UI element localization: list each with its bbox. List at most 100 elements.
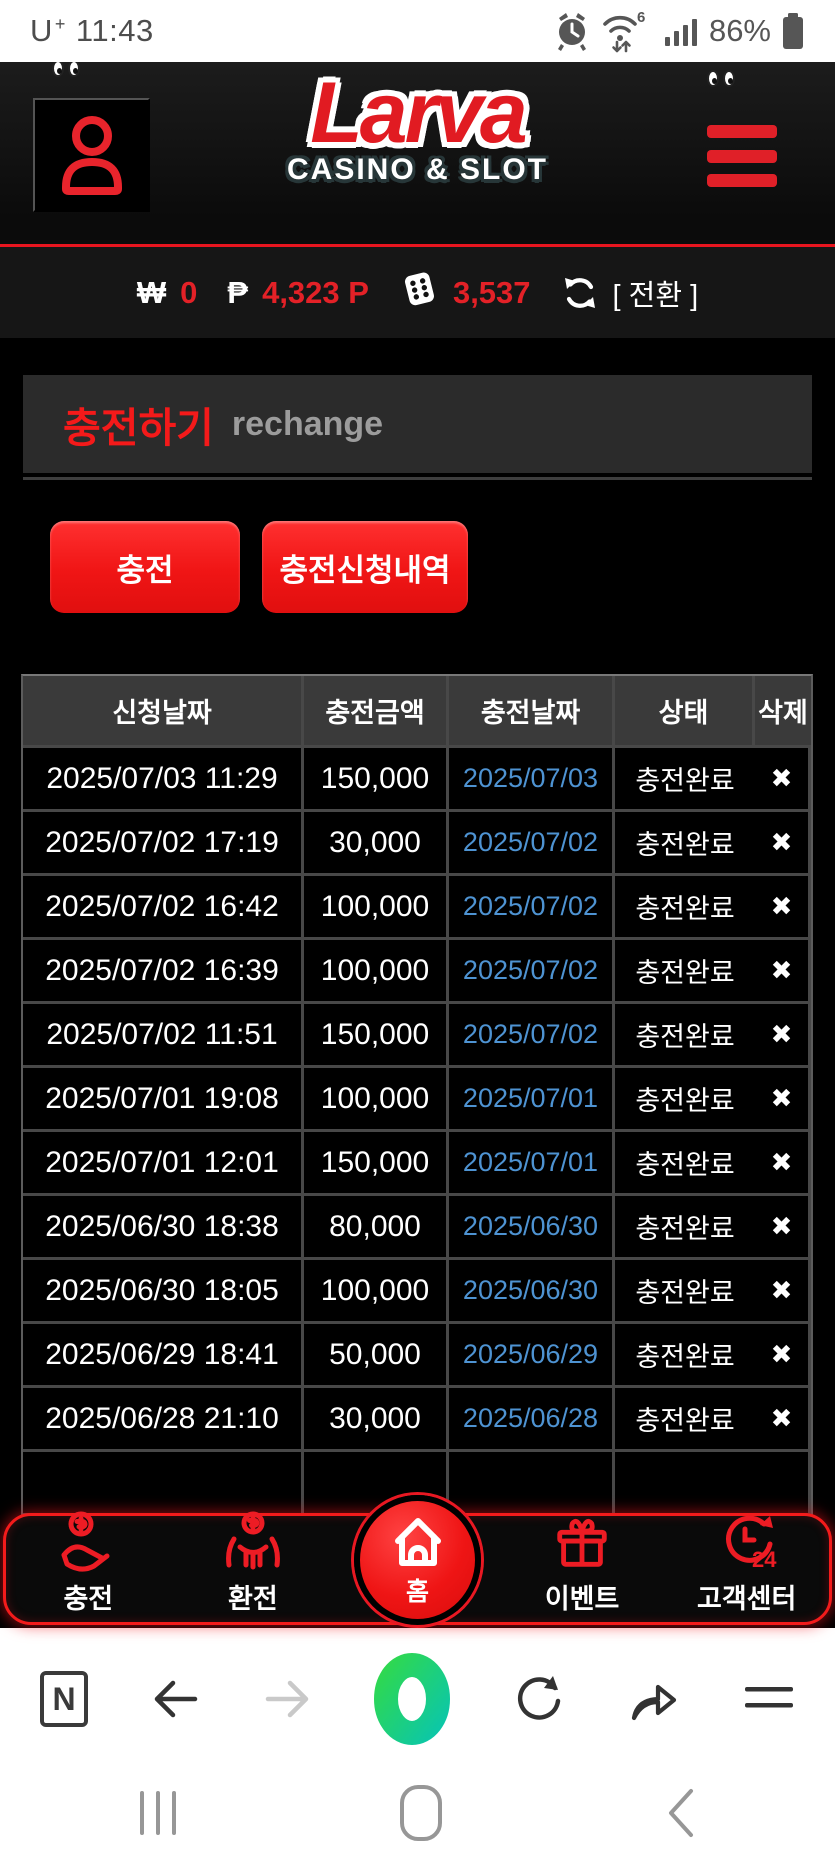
cell-amount: 30,000 (304, 812, 449, 876)
browser-toolbar: N (0, 1628, 835, 1770)
cell-request-date: 2025/07/01 12:01 (23, 1132, 304, 1196)
delete-row-icon[interactable]: ✖ (755, 1068, 811, 1132)
browser-back-button[interactable] (149, 1675, 201, 1723)
nav-support-button[interactable]: 24 고객센터 (664, 1515, 829, 1622)
col-header-delete: 삭제 (755, 676, 811, 748)
cell-status: 충전완료 (615, 940, 755, 1004)
larva-logo[interactable]: Larva CASINO & SLOT (0, 62, 835, 187)
browser-share-button[interactable] (626, 1674, 682, 1724)
cell-charge-date-link[interactable]: 2025/07/01 (449, 1068, 615, 1132)
cell-charge-date-link[interactable]: 2025/07/02 (449, 940, 615, 1004)
cell-request-date: 2025/06/30 18:38 (23, 1196, 304, 1260)
cell-request-date: 2025/06/30 18:05 (23, 1260, 304, 1324)
won-symbol: ₩ (136, 274, 167, 310)
nav-exchange-button[interactable]: 환전 (171, 1511, 336, 1622)
cell-amount: 150,000 (304, 748, 449, 812)
recents-icon (140, 1791, 176, 1835)
delete-row-icon[interactable]: ✖ (755, 1132, 811, 1196)
cell-request-date: 2025/07/03 11:29 (23, 748, 304, 812)
menu-hamburger-icon[interactable] (707, 125, 777, 187)
delete-row-icon[interactable]: ✖ (755, 1196, 811, 1260)
browser-menu-icon[interactable] (743, 1679, 795, 1719)
cell-charge-date-link[interactable]: 2025/07/02 (449, 876, 615, 940)
cell-amount: 30,000 (304, 1388, 449, 1452)
support-24h-clock-icon: 24 (715, 1511, 779, 1575)
cell-charge-date-link[interactable]: 2025/07/03 (449, 748, 615, 812)
android-back-button[interactable] (665, 1787, 695, 1839)
delete-row-icon[interactable] (755, 1452, 811, 1516)
cell-charge-date-link[interactable] (449, 1452, 615, 1516)
refresh-balance-icon[interactable] (561, 274, 599, 312)
wifi6-icon: 6 (601, 8, 653, 54)
cell-charge-date-link[interactable]: 2025/07/01 (449, 1132, 615, 1196)
col-header-request-date: 신청날짜 (23, 676, 304, 748)
carrier-and-time: U + 11:43 (30, 13, 154, 49)
cell-request-date: 2025/06/28 21:10 (23, 1388, 304, 1452)
profile-button[interactable] (33, 98, 150, 212)
logo-eye-icon (723, 70, 735, 87)
cell-charge-date-link[interactable]: 2025/07/02 (449, 812, 615, 876)
cell-charge-date-link[interactable]: 2025/07/02 (449, 1004, 615, 1068)
browser-forward-button[interactable] (262, 1675, 314, 1723)
cell-status: 충전완료 (615, 876, 755, 940)
exchange-hands-dollar-icon (220, 1511, 286, 1575)
cell-charge-date-link[interactable]: 2025/06/30 (449, 1260, 615, 1324)
android-status-bar: U + 11:43 6 86% (0, 0, 835, 62)
cell-amount: 100,000 (304, 940, 449, 1004)
logo-eye-icon (68, 62, 80, 77)
naver-home-green-button[interactable] (374, 1651, 451, 1747)
cell-status: 충전완료 (615, 748, 755, 812)
cell-request-date: 2025/07/02 17:19 (23, 812, 304, 876)
delete-row-icon[interactable]: ✖ (755, 876, 811, 940)
nav-event-button[interactable]: 이벤트 (500, 1516, 665, 1622)
nav-event-label: 이벤트 (544, 1584, 620, 1614)
title-underline (23, 477, 812, 480)
delete-row-icon[interactable]: ✖ (755, 1260, 811, 1324)
cell-request-date: 2025/07/02 16:39 (23, 940, 304, 1004)
nav-home-button[interactable]: 홈 (354, 1495, 481, 1625)
charge-button[interactable]: 충전 (50, 521, 240, 613)
nav-exchange-label: 환전 (228, 1584, 278, 1614)
cell-status: 충전완료 (615, 1068, 755, 1132)
delete-row-icon[interactable]: ✖ (755, 812, 811, 876)
cell-amount: 80,000 (304, 1196, 449, 1260)
peso-symbol: ₱ (227, 274, 249, 310)
android-home-button[interactable] (399, 1785, 442, 1841)
cell-status: 충전완료 (615, 1388, 755, 1452)
nav-charge-button[interactable]: 충전 (6, 1511, 171, 1622)
recent-apps-button[interactable] (140, 1791, 176, 1835)
delete-row-icon[interactable]: ✖ (755, 1388, 811, 1452)
delete-row-icon[interactable]: ✖ (755, 748, 811, 812)
balance-bar: ₩ 0 ₱ 4,323 P 3,537 [ 전환 ] (0, 247, 835, 338)
cell-status: 충전완료 (615, 1260, 755, 1324)
logo-eye-icon (52, 62, 64, 77)
cell-amount: 100,000 (304, 1260, 449, 1324)
col-header-status: 상태 (615, 676, 755, 748)
charge-history-button[interactable]: 충전신청내역 (262, 521, 468, 613)
delete-row-icon[interactable]: ✖ (755, 940, 811, 1004)
cell-request-date: 2025/07/01 19:08 (23, 1068, 304, 1132)
signal-icon (663, 13, 699, 49)
cell-charge-date-link[interactable]: 2025/06/28 (449, 1388, 615, 1452)
page-title-english: rechange (231, 404, 384, 443)
delete-row-icon[interactable]: ✖ (755, 1004, 811, 1068)
cell-amount: 150,000 (304, 1132, 449, 1196)
naver-app-button[interactable]: N (40, 1671, 88, 1727)
coupon-balance: 3,537 (452, 274, 531, 310)
browser-refresh-button[interactable] (511, 1672, 565, 1726)
coupon-dice-icon (399, 269, 439, 317)
page-title: 충전하기 (63, 405, 214, 451)
cell-amount: 100,000 (304, 876, 449, 940)
person-icon (50, 111, 134, 200)
cell-status: 충전완료 (615, 1004, 755, 1068)
logo-eye-icon (707, 70, 719, 87)
cell-charge-date-link[interactable]: 2025/06/30 (449, 1196, 615, 1260)
home-icon (386, 1513, 450, 1574)
delete-row-icon[interactable]: ✖ (755, 1324, 811, 1388)
recharge-history-table: 신청날짜 충전금액 충전날짜 상태 삭제 2025/07/03 11:29 15… (21, 674, 813, 1518)
cell-request-date (23, 1452, 304, 1516)
peso-balance: 4,323 P (262, 274, 369, 310)
status-time: 11:43 (75, 13, 154, 48)
convert-button[interactable]: [ 전환 ] (613, 272, 699, 314)
cell-charge-date-link[interactable]: 2025/06/29 (449, 1324, 615, 1388)
